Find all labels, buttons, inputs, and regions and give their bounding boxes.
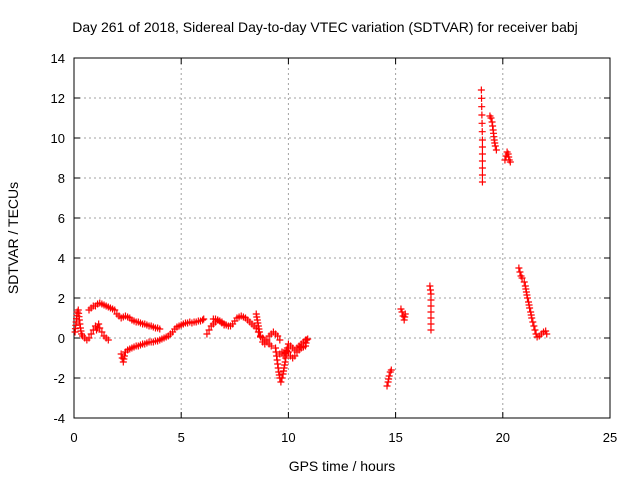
data-point [383, 382, 391, 390]
data-point [427, 326, 435, 334]
data-point [111, 306, 119, 314]
data-point [478, 150, 486, 158]
data-point [87, 330, 95, 338]
y-tick-label: 8 [58, 171, 65, 186]
data-point [95, 320, 103, 328]
data-point [518, 274, 526, 282]
data-point [104, 336, 112, 344]
data-point [516, 268, 524, 276]
data-points [71, 86, 551, 390]
data-point [543, 330, 551, 338]
data-point [276, 336, 284, 344]
data-point [281, 349, 289, 357]
data-point [397, 305, 405, 313]
data-point [478, 171, 486, 179]
data-point [427, 314, 435, 322]
data-point [491, 142, 499, 150]
data-point [96, 324, 104, 332]
data-point [295, 346, 303, 354]
axis-ticks: 0 5 10 15 20 25 -4 -2 0 2 4 6 8 10 12 14 [51, 51, 618, 445]
y-tick-label: 0 [58, 331, 65, 346]
data-point [526, 304, 534, 312]
x-tick-label: 25 [603, 430, 617, 445]
data-point [478, 164, 486, 172]
data-point [277, 378, 285, 386]
data-point [506, 158, 514, 166]
plot-frame [73, 57, 611, 419]
data-point [387, 366, 395, 374]
data-point [267, 342, 275, 350]
data-point [487, 114, 495, 122]
data-point [278, 374, 286, 382]
data-point [156, 325, 164, 333]
data-point [255, 328, 263, 336]
data-point [478, 157, 486, 165]
data-point [523, 294, 531, 302]
grid-lines [74, 58, 610, 418]
data-point [200, 315, 208, 323]
data-point [199, 316, 207, 324]
data-point [478, 136, 486, 144]
x-tick-label: 10 [281, 430, 295, 445]
data-point [304, 335, 312, 343]
data-point [120, 352, 128, 360]
data-point [427, 320, 435, 328]
x-axis-label: GPS time / hours [289, 458, 396, 474]
data-point [478, 143, 486, 151]
data-point [478, 119, 486, 127]
data-point [296, 343, 304, 351]
data-point [203, 330, 211, 338]
y-tick-label: 2 [58, 291, 65, 306]
data-point [401, 310, 409, 318]
x-tick-label: 5 [178, 430, 185, 445]
data-point [478, 103, 486, 111]
data-point [529, 318, 537, 326]
y-tick-label: 14 [51, 51, 65, 66]
data-point [280, 352, 288, 360]
data-point [478, 178, 486, 186]
y-tick-label: 10 [51, 131, 65, 146]
data-point [385, 372, 393, 380]
data-point [284, 348, 292, 356]
data-point [85, 334, 93, 342]
data-point [531, 326, 539, 334]
data-point [477, 86, 485, 94]
data-point [530, 322, 538, 330]
y-tick-label: -4 [53, 411, 65, 426]
data-point [257, 333, 265, 341]
data-point [261, 340, 269, 348]
data-point [515, 264, 523, 272]
data-point [478, 94, 486, 102]
data-point [427, 302, 435, 310]
data-point [520, 278, 528, 286]
y-tick-label: 12 [51, 91, 65, 106]
data-point [291, 352, 299, 360]
data-point [98, 328, 106, 336]
data-point [263, 336, 271, 344]
y-tick-label: -2 [53, 371, 65, 386]
data-point [478, 128, 486, 136]
data-point [274, 332, 282, 340]
x-tick-label: 0 [70, 430, 77, 445]
x-tick-label: 15 [388, 430, 402, 445]
data-point [528, 314, 536, 322]
data-point [427, 296, 435, 304]
data-point [492, 146, 500, 154]
y-tick-label: 6 [58, 211, 65, 226]
data-point [278, 348, 286, 356]
data-point [205, 326, 213, 334]
data-point [427, 290, 435, 298]
y-tick-label: 4 [58, 251, 65, 266]
y-axis-label: SDTVAR / TECUs [5, 182, 21, 294]
data-point [427, 308, 435, 316]
data-point [478, 111, 486, 119]
x-tick-label: 20 [496, 430, 510, 445]
data-point [220, 321, 228, 329]
chart-title: Day 261 of 2018, Sidereal Day-to-day VTE… [72, 19, 578, 35]
data-point [542, 327, 550, 335]
